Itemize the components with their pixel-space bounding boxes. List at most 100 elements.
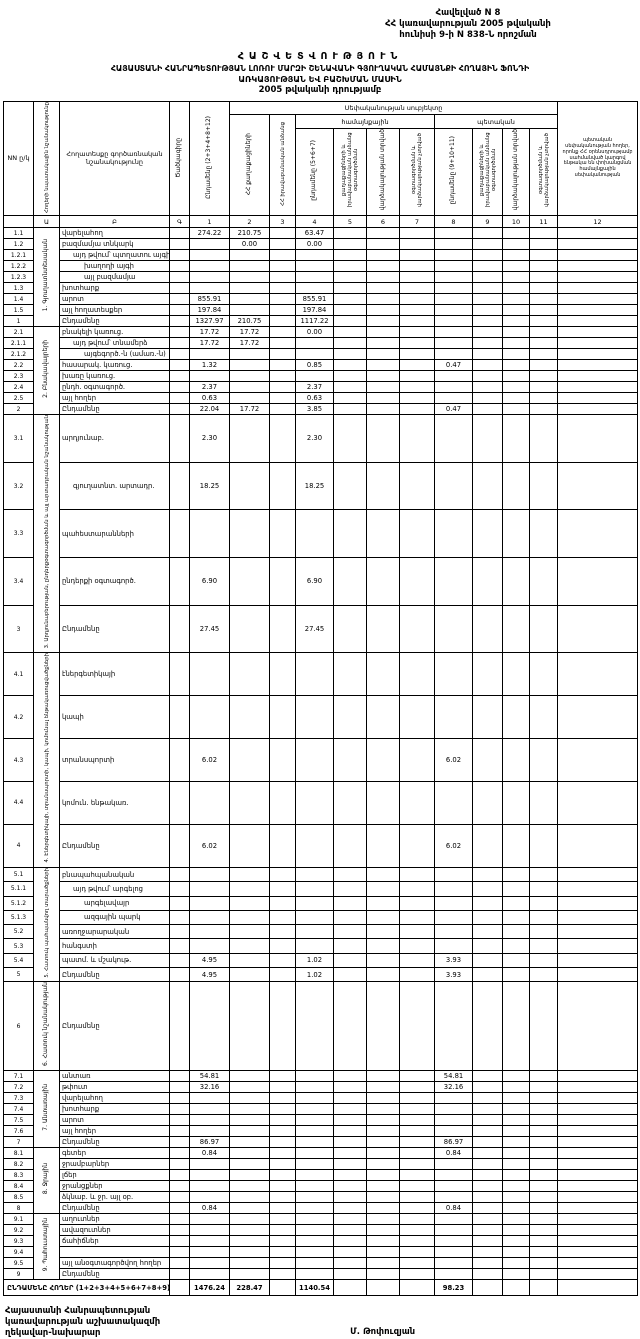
value-cell-col8: 0.47 — [434, 403, 473, 416]
row-number: 1.2.2 — [3, 260, 34, 273]
value-cell-col10 — [502, 652, 530, 697]
value-cell-col11 — [528, 238, 559, 251]
value-cell-col2 — [229, 652, 270, 697]
value-cell-col10 — [502, 1246, 530, 1259]
value-cell-col9 — [472, 414, 503, 463]
value-cell-col11 — [528, 1092, 559, 1105]
value-cell-col7 — [399, 227, 435, 240]
header-row-columns: ընդամենը (5+6+7) քաղաքացիների և իրավաբանա… — [4, 128, 638, 217]
value-cell-col1 — [189, 1268, 230, 1281]
value-cell-col11 — [528, 652, 559, 697]
value-cell-col11 — [528, 781, 559, 825]
table-row: 1.3 խոտհարք — [3, 282, 639, 295]
value-cell-col5 — [333, 359, 367, 372]
row-number: 8.5 — [3, 1191, 34, 1204]
table-row: 5.1 5. Հատուկ պահպանվող տարածքների բնապահպ… — [3, 866, 639, 983]
column-header-category: Հողերի նպատակային նշանակությունը — [33, 100, 60, 217]
value-cell-col10 — [502, 952, 530, 969]
value-cell-col7 — [399, 1224, 435, 1237]
column-header-c11: օգտագործման և վարձակալության չտրված — [528, 128, 559, 217]
value-cell-col1: 6.90 — [189, 557, 230, 606]
table-row: 1.2.1 այդ թվում՝ պտղատու այգի — [3, 249, 639, 262]
column-number-7: 7 — [399, 215, 435, 229]
value-cell-col4 — [295, 881, 334, 897]
value-cell-col8 — [434, 557, 473, 606]
value-cell-col11 — [528, 924, 559, 940]
table-row: 4.1 4. Էներգետիկայի, տրանսպորտի, կապի, կո… — [3, 652, 639, 868]
code-cell — [169, 924, 190, 940]
value-cell-col8: 6.02 — [434, 823, 473, 868]
value-cell-col5 — [333, 938, 367, 954]
value-cell-col6 — [366, 1158, 400, 1171]
value-cell-col3 — [269, 249, 296, 262]
value-cell-col5 — [333, 315, 367, 328]
value-cell-col5 — [333, 557, 367, 606]
value-cell-col7 — [399, 282, 435, 295]
value-cell-col3 — [269, 392, 296, 405]
value-cell-col3 — [269, 414, 296, 463]
value-cell-col1: 4.95 — [189, 967, 230, 983]
value-cell-col12 — [557, 866, 639, 883]
value-cell-col1: 0.63 — [189, 392, 230, 405]
value-cell-col12 — [557, 1147, 639, 1160]
header-row-band: NN ը/կ Հողերի նպատակային նշանակությունը Հո… — [3, 100, 639, 217]
value-cell-col2 — [229, 1169, 270, 1182]
value-cell-col6 — [366, 249, 400, 262]
value-cell-col11 — [528, 1268, 559, 1281]
code-cell — [169, 1092, 190, 1105]
value-cell-col7 — [399, 249, 435, 262]
value-cell-col2 — [229, 1213, 270, 1226]
value-cell-col2 — [229, 967, 270, 983]
row-number: 1.1 — [3, 227, 34, 240]
row-label: պատմ. և մշակութ. — [59, 952, 170, 969]
value-cell-col1: 86.97 — [189, 1136, 230, 1149]
value-cell-col6 — [366, 1246, 400, 1259]
value-cell-col7 — [399, 952, 435, 969]
value-cell-col4 — [295, 1191, 334, 1204]
value-cell-col1: 0.84 — [189, 1202, 230, 1215]
value-cell-col12 — [557, 1125, 639, 1138]
value-cell-col5 — [333, 866, 367, 883]
value-cell-col11 — [528, 1081, 559, 1094]
value-cell-col8 — [434, 1125, 473, 1138]
column-header-c1: Ընդամենը (2+3+4+8+12) — [189, 100, 230, 217]
value-cell-col7 — [399, 1070, 435, 1083]
value-cell-col10 — [502, 1169, 530, 1182]
value-cell-col9 — [472, 967, 503, 983]
value-cell-col10 — [502, 282, 530, 295]
rotated-header-text: քաղաքացիների և իրավաբանական անձանց օգտագ… — [478, 132, 497, 208]
value-cell-col2 — [229, 1103, 270, 1116]
header-row-numbering: Ա Բ Գ 1 2 3 4 5 6 7 8 9 10 11 12 — [3, 215, 639, 229]
value-cell-col4: 197.84 — [295, 304, 334, 317]
value-cell-col5 — [333, 881, 367, 897]
value-cell-col12 — [557, 348, 639, 361]
table-row: 2.1 2. Բնակավայրերի բնակելի կառուց. 17.72 17… — [3, 326, 639, 416]
value-cell-col2 — [229, 414, 270, 463]
code-cell — [169, 403, 190, 416]
value-cell-col9 — [472, 823, 503, 868]
column-number-10: 10 — [502, 215, 530, 229]
value-cell-col3 — [269, 1103, 296, 1116]
value-cell-col5 — [333, 1103, 367, 1116]
row-number: 5.4 — [3, 952, 34, 969]
value-cell-col3 — [269, 1158, 296, 1171]
value-cell-col9 — [472, 1092, 503, 1105]
value-cell-col12 — [557, 370, 639, 383]
value-cell-col6 — [366, 1191, 400, 1204]
row-label: գետեր — [59, 1147, 170, 1160]
value-cell-col3 — [269, 381, 296, 394]
value-cell-col11 — [528, 1246, 559, 1259]
row-label: Ընդամենը — [59, 1136, 170, 1149]
value-cell-col3 — [269, 695, 296, 740]
value-cell-col6 — [366, 282, 400, 295]
value-cell-col1 — [189, 1191, 230, 1204]
value-cell-col3 — [269, 304, 296, 317]
row-label: կապի — [59, 695, 170, 740]
value-cell-col9 — [472, 909, 503, 926]
value-cell-col6 — [366, 1136, 400, 1149]
value-cell-col7 — [399, 326, 435, 339]
value-cell-col9 — [472, 604, 503, 654]
value-cell-col7 — [399, 738, 435, 783]
value-cell-col3 — [269, 557, 296, 606]
code-cell — [169, 604, 190, 654]
